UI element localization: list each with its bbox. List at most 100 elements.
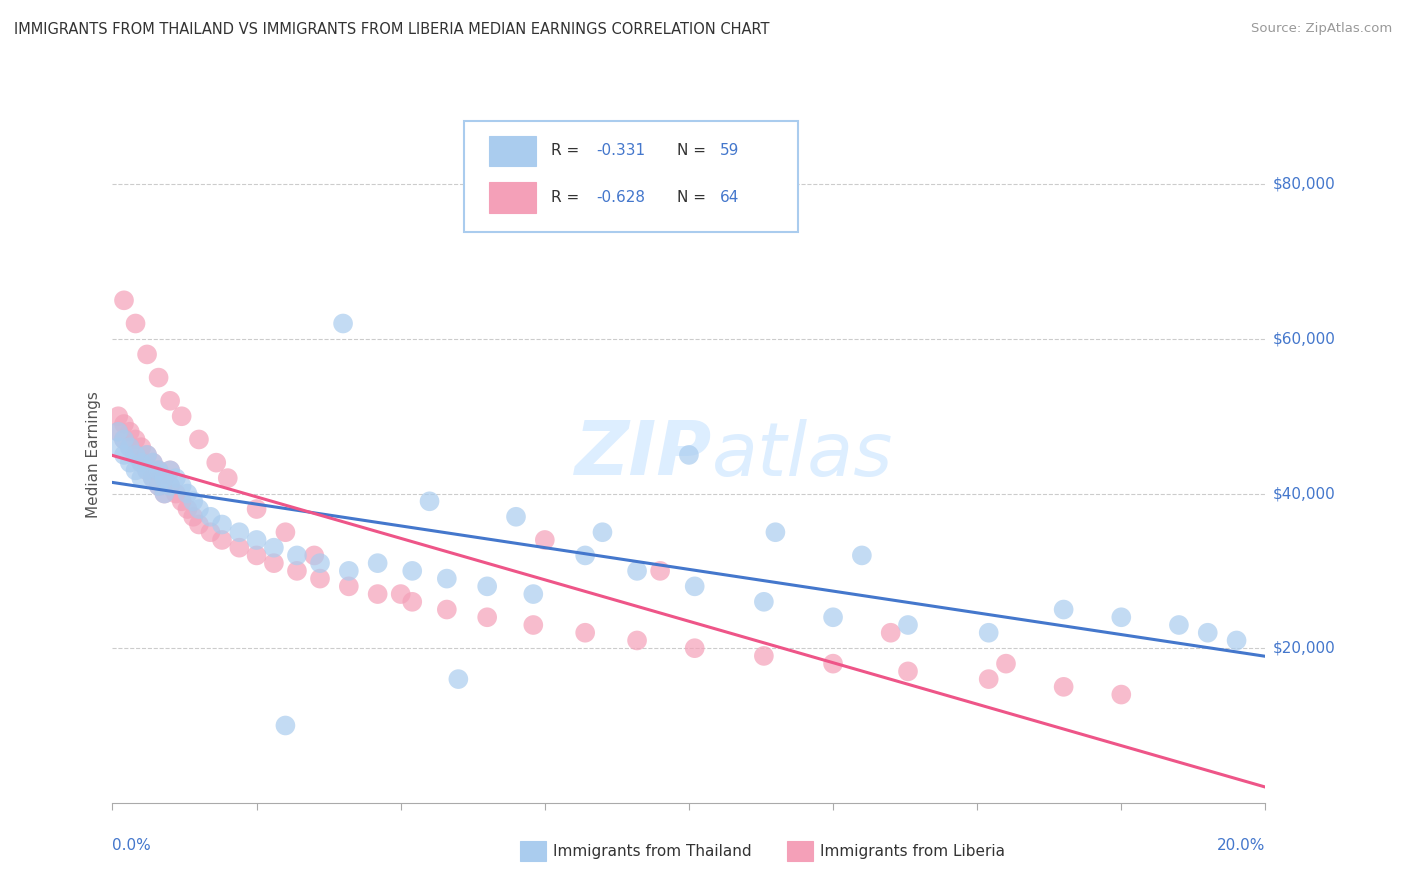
Point [136, 463, 159, 477]
Point [851, 549, 873, 563]
Point [1111, 688, 1133, 702]
Point [200, 509, 222, 524]
Point [188, 433, 211, 447]
Text: $80,000: $80,000 [1272, 177, 1336, 192]
Point [533, 533, 555, 547]
Point [337, 564, 360, 578]
Point [124, 448, 146, 462]
Text: 64: 64 [720, 190, 740, 205]
Point [574, 625, 596, 640]
Point [136, 347, 159, 361]
Point [129, 440, 153, 454]
Point [648, 564, 672, 578]
Point [165, 486, 187, 500]
Point [263, 541, 285, 555]
Point [274, 718, 297, 732]
Point [165, 471, 187, 485]
Point [153, 486, 176, 500]
Point [181, 494, 204, 508]
Point [148, 479, 170, 493]
Point [309, 572, 332, 586]
Point [1226, 633, 1249, 648]
Point [142, 471, 165, 485]
Text: Immigrants from Thailand: Immigrants from Thailand [553, 845, 751, 859]
Point [419, 494, 441, 508]
Point [678, 448, 700, 462]
Point [129, 456, 153, 470]
Point [112, 448, 135, 462]
Point [626, 633, 648, 648]
Point [211, 533, 233, 547]
Point [124, 433, 146, 447]
Point [107, 425, 129, 439]
Point [1111, 610, 1133, 624]
Point [245, 502, 267, 516]
Point [153, 486, 176, 500]
Point [136, 448, 159, 462]
Point [181, 509, 204, 524]
Point [148, 463, 170, 477]
Point [200, 525, 222, 540]
Point [176, 502, 198, 516]
Point [245, 549, 267, 563]
Text: R =: R = [551, 144, 583, 159]
Point [136, 448, 159, 462]
Point [522, 587, 544, 601]
FancyBboxPatch shape [489, 136, 536, 166]
Point [153, 471, 176, 485]
Point [112, 417, 135, 431]
Point [367, 556, 389, 570]
Point [107, 440, 129, 454]
Point [112, 293, 135, 308]
Point [148, 370, 170, 384]
Point [274, 525, 297, 540]
Point [118, 456, 141, 470]
Point [505, 509, 527, 524]
Point [752, 595, 775, 609]
Text: N =: N = [678, 190, 711, 205]
Text: $20,000: $20,000 [1272, 640, 1336, 656]
Point [765, 525, 787, 540]
Point [170, 409, 193, 424]
Point [142, 456, 165, 470]
Point [159, 479, 181, 493]
Point [401, 595, 423, 609]
Point [188, 502, 211, 516]
FancyBboxPatch shape [489, 182, 536, 213]
Point [159, 463, 181, 477]
Point [148, 479, 170, 493]
Point [683, 579, 706, 593]
Text: -0.331: -0.331 [596, 144, 645, 159]
Point [118, 425, 141, 439]
Point [188, 517, 211, 532]
Point [112, 433, 135, 447]
Text: IMMIGRANTS FROM THAILAND VS IMMIGRANTS FROM LIBERIA MEDIAN EARNINGS CORRELATION : IMMIGRANTS FROM THAILAND VS IMMIGRANTS F… [14, 22, 769, 37]
FancyBboxPatch shape [464, 121, 799, 232]
Point [1052, 680, 1074, 694]
Point [977, 625, 1000, 640]
Point [245, 533, 267, 547]
Point [159, 479, 181, 493]
Text: -0.628: -0.628 [596, 190, 645, 205]
Point [1052, 602, 1074, 616]
Point [124, 448, 146, 462]
Point [228, 525, 250, 540]
Text: 20.0%: 20.0% [1218, 838, 1265, 854]
Text: $60,000: $60,000 [1272, 332, 1336, 346]
Point [752, 648, 775, 663]
Point [977, 672, 1000, 686]
Point [118, 440, 141, 454]
Point [129, 456, 153, 470]
Point [107, 425, 129, 439]
Text: ZIP: ZIP [575, 418, 711, 491]
Point [142, 456, 165, 470]
Point [148, 463, 170, 477]
Y-axis label: Median Earnings: Median Earnings [86, 392, 101, 518]
Point [124, 317, 146, 331]
Point [880, 625, 903, 640]
Point [228, 541, 250, 555]
Point [118, 440, 141, 454]
Point [285, 549, 308, 563]
Point [522, 618, 544, 632]
Point [332, 317, 354, 331]
